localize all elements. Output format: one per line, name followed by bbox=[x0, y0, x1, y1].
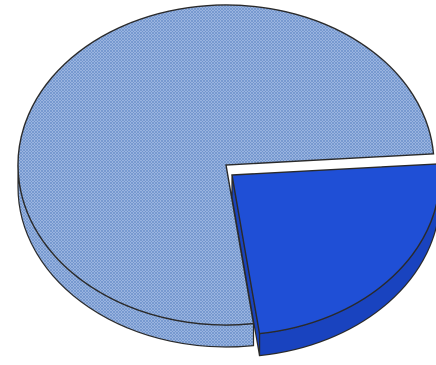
pie-slice-1 bbox=[231, 163, 436, 335]
pie-slices bbox=[17, 4, 436, 357]
pie-slice-0 bbox=[17, 4, 435, 326]
